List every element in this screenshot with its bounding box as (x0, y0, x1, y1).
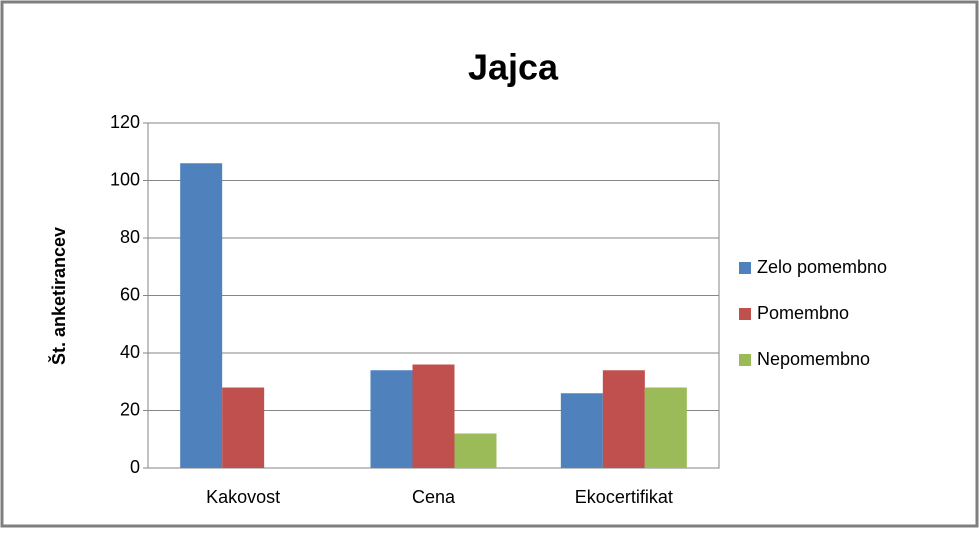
bar (412, 364, 455, 468)
bar (370, 370, 413, 468)
y-tick-label: 100 (110, 169, 140, 189)
legend-swatch (739, 308, 751, 320)
bar (644, 387, 687, 468)
y-tick-label: 20 (120, 399, 140, 419)
y-tick-label: 80 (120, 227, 140, 247)
y-tick-label: 60 (120, 284, 140, 304)
legend-label: Zelo pomembno (757, 257, 887, 277)
bar (560, 393, 603, 468)
legend-swatch (739, 354, 751, 366)
legend-label: Nepomembno (757, 349, 870, 369)
x-tick-label: Kakovost (206, 487, 280, 507)
bar (180, 163, 223, 468)
y-tick-label: 120 (110, 112, 140, 132)
bar (602, 370, 645, 468)
x-tick-label: Ekocertifikat (575, 487, 673, 507)
y-tick-label: 40 (120, 342, 140, 362)
chart-title: Jajca (468, 47, 559, 88)
x-tick-label: Cena (412, 487, 456, 507)
y-tick-label: 0 (130, 457, 140, 477)
bar (222, 387, 265, 468)
y-axis-label: Št. anketirancev (48, 227, 69, 365)
legend-label: Pomembno (757, 303, 849, 323)
bar (454, 433, 497, 468)
legend-swatch (739, 262, 751, 274)
